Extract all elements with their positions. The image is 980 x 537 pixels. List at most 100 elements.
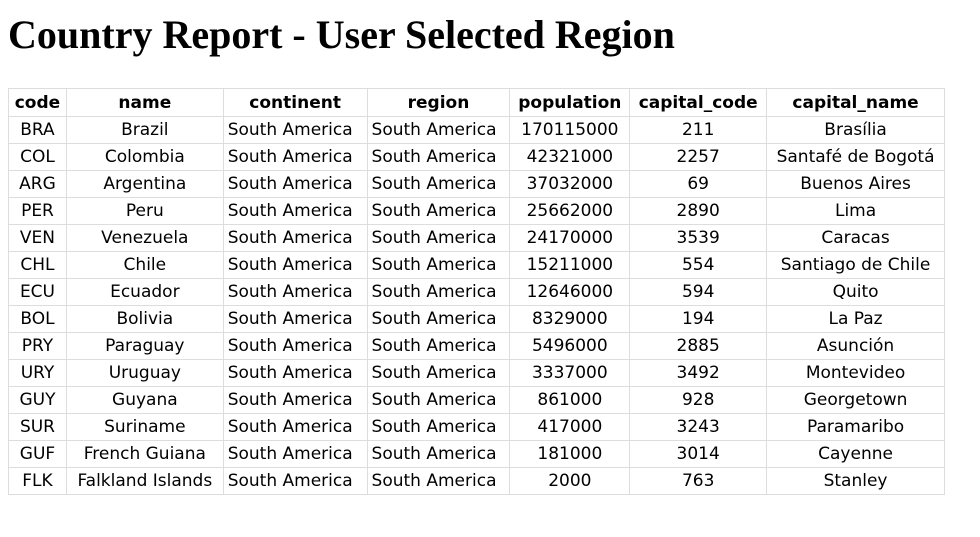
cell-continent: South America bbox=[222, 332, 368, 360]
column-header-capital-name: capital_name bbox=[766, 88, 945, 117]
cell-region: South America bbox=[366, 278, 511, 306]
cell-code: GUF bbox=[8, 440, 67, 468]
column-header-code: code bbox=[8, 88, 67, 117]
cell-name: Venezuela bbox=[65, 224, 224, 252]
table-row: FLK Falkland Islands South America South Am… bbox=[8, 467, 945, 495]
cell-capital-code: 2890 bbox=[629, 197, 768, 225]
table-row: BRA Brazil South America South America 17011… bbox=[8, 116, 945, 144]
cell-continent: South America bbox=[222, 278, 368, 306]
cell-code: COL bbox=[8, 143, 67, 171]
cell-continent: South America bbox=[222, 143, 368, 171]
column-header-population: population bbox=[509, 88, 631, 117]
cell-region: South America bbox=[366, 305, 511, 333]
cell-continent: South America bbox=[222, 197, 368, 225]
cell-name: French Guiana bbox=[65, 440, 224, 468]
country-report-table: code name continent region population ca… bbox=[8, 88, 945, 495]
cell-capital-code: 3014 bbox=[629, 440, 768, 468]
column-header-region: region bbox=[366, 88, 511, 117]
page-title: Country Report - User Selected Region bbox=[8, 12, 675, 57]
cell-code: PER bbox=[8, 197, 67, 225]
cell-name: Argentina bbox=[65, 170, 224, 198]
table-row: GUF French Guiana South America South Ameri… bbox=[8, 440, 945, 468]
cell-code: ECU bbox=[8, 278, 67, 306]
cell-code: SUR bbox=[8, 413, 67, 441]
cell-capital-code: 554 bbox=[629, 251, 768, 279]
cell-capital-name: Lima bbox=[766, 197, 945, 225]
table-row: URY Uruguay South America South America 3337… bbox=[8, 359, 945, 387]
cell-population: 24170000 bbox=[509, 224, 631, 252]
cell-population: 8329000 bbox=[509, 305, 631, 333]
table-body: BRA Brazil South America South America 17011… bbox=[8, 116, 945, 495]
cell-population: 5496000 bbox=[509, 332, 631, 360]
cell-name: Uruguay bbox=[65, 359, 224, 387]
cell-continent: South America bbox=[222, 170, 368, 198]
cell-capital-code: 2885 bbox=[629, 332, 768, 360]
cell-code: URY bbox=[8, 359, 67, 387]
cell-capital-name: Cayenne bbox=[766, 440, 945, 468]
table-row: GUY Guyana South America South America 86100… bbox=[8, 386, 945, 414]
cell-continent: South America bbox=[222, 305, 368, 333]
cell-continent: South America bbox=[222, 467, 368, 495]
cell-continent: South America bbox=[222, 413, 368, 441]
table-row: BOL Bolivia South America South America 8329… bbox=[8, 305, 945, 333]
cell-capital-name: Paramaribo bbox=[766, 413, 945, 441]
cell-code: BRA bbox=[8, 116, 67, 144]
column-header-continent: continent bbox=[222, 88, 368, 117]
cell-capital-name: Santafé de Bogotá bbox=[766, 143, 945, 171]
cell-population: 170115000 bbox=[509, 116, 631, 144]
cell-capital-name: Brasília bbox=[766, 116, 945, 144]
cell-population: 12646000 bbox=[509, 278, 631, 306]
column-header-name: name bbox=[65, 88, 224, 117]
cell-capital-name: La Paz bbox=[766, 305, 945, 333]
cell-region: South America bbox=[366, 143, 511, 171]
cell-capital-name: Caracas bbox=[766, 224, 945, 252]
table-row: ARG Argentina South America South America 37… bbox=[8, 170, 945, 198]
cell-region: South America bbox=[366, 386, 511, 414]
cell-code: BOL bbox=[8, 305, 67, 333]
cell-name: Paraguay bbox=[65, 332, 224, 360]
cell-capital-code: 928 bbox=[629, 386, 768, 414]
cell-code: PRY bbox=[8, 332, 67, 360]
table-row: COL Colombia South America South America 423… bbox=[8, 143, 945, 171]
cell-population: 2000 bbox=[509, 467, 631, 495]
cell-code: ARG bbox=[8, 170, 67, 198]
cell-capital-code: 763 bbox=[629, 467, 768, 495]
cell-capital-code: 594 bbox=[629, 278, 768, 306]
cell-capital-code: 69 bbox=[629, 170, 768, 198]
cell-region: South America bbox=[366, 413, 511, 441]
cell-region: South America bbox=[366, 224, 511, 252]
cell-population: 42321000 bbox=[509, 143, 631, 171]
cell-capital-name: Santiago de Chile bbox=[766, 251, 945, 279]
cell-continent: South America bbox=[222, 251, 368, 279]
cell-region: South America bbox=[366, 332, 511, 360]
cell-name: Bolivia bbox=[65, 305, 224, 333]
cell-region: South America bbox=[366, 170, 511, 198]
table-row: ECU Ecuador South America South America 1264… bbox=[8, 278, 945, 306]
table-row: PER Peru South America South America 2566200… bbox=[8, 197, 945, 225]
cell-continent: South America bbox=[222, 440, 368, 468]
cell-code: VEN bbox=[8, 224, 67, 252]
cell-continent: South America bbox=[222, 224, 368, 252]
cell-name: Ecuador bbox=[65, 278, 224, 306]
cell-population: 861000 bbox=[509, 386, 631, 414]
cell-region: South America bbox=[366, 197, 511, 225]
cell-name: Brazil bbox=[65, 116, 224, 144]
cell-name: Falkland Islands bbox=[65, 467, 224, 495]
cell-continent: South America bbox=[222, 116, 368, 144]
cell-capital-code: 3492 bbox=[629, 359, 768, 387]
cell-capital-name: Stanley bbox=[766, 467, 945, 495]
cell-population: 181000 bbox=[509, 440, 631, 468]
cell-capital-code: 3243 bbox=[629, 413, 768, 441]
cell-continent: South America bbox=[222, 359, 368, 387]
cell-capital-code: 211 bbox=[629, 116, 768, 144]
cell-capital-code: 3539 bbox=[629, 224, 768, 252]
cell-code: FLK bbox=[8, 467, 67, 495]
cell-code: CHL bbox=[8, 251, 67, 279]
table-row: VEN Venezuela South America South America 24… bbox=[8, 224, 945, 252]
cell-region: South America bbox=[366, 359, 511, 387]
cell-region: South America bbox=[366, 467, 511, 495]
column-header-capital-code: capital_code bbox=[629, 88, 768, 117]
cell-region: South America bbox=[366, 116, 511, 144]
cell-capital-name: Montevideo bbox=[766, 359, 945, 387]
cell-capital-code: 2257 bbox=[629, 143, 768, 171]
